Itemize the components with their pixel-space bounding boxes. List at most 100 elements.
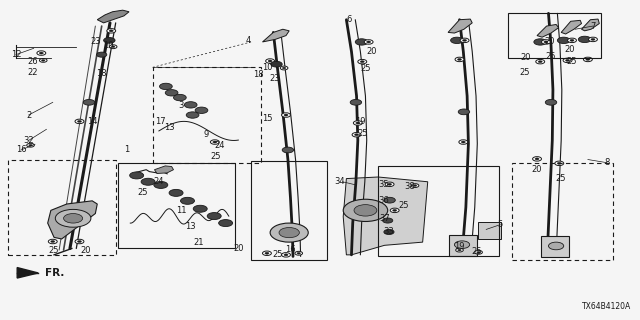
Circle shape [566, 60, 570, 61]
Circle shape [388, 183, 392, 185]
Circle shape [270, 223, 308, 242]
Circle shape [568, 38, 577, 43]
Text: 25: 25 [398, 201, 409, 210]
Text: 25: 25 [556, 174, 566, 183]
Circle shape [280, 66, 288, 70]
Circle shape [536, 60, 545, 64]
Polygon shape [97, 10, 129, 23]
Circle shape [589, 37, 597, 42]
Text: 18: 18 [97, 69, 107, 78]
Text: 21: 21 [193, 238, 204, 247]
Circle shape [579, 36, 591, 43]
Text: 34: 34 [335, 177, 346, 186]
Text: 16: 16 [285, 244, 296, 254]
Circle shape [173, 94, 186, 101]
Text: 7: 7 [590, 21, 596, 31]
Polygon shape [262, 29, 289, 42]
Circle shape [461, 141, 465, 143]
Circle shape [384, 229, 394, 235]
Circle shape [211, 140, 220, 144]
Circle shape [63, 213, 83, 223]
Circle shape [541, 40, 550, 44]
Text: 25: 25 [472, 247, 482, 256]
Circle shape [557, 37, 570, 44]
Text: 10: 10 [262, 63, 272, 72]
Circle shape [295, 251, 303, 255]
Text: 33: 33 [383, 227, 394, 236]
Circle shape [262, 251, 271, 255]
Circle shape [458, 59, 461, 60]
Circle shape [29, 144, 32, 146]
Circle shape [207, 212, 221, 220]
Circle shape [458, 249, 461, 251]
FancyBboxPatch shape [541, 236, 570, 257]
Text: 14: 14 [87, 117, 97, 126]
Circle shape [130, 172, 143, 179]
Circle shape [282, 252, 291, 257]
Text: FR.: FR. [45, 268, 64, 278]
Circle shape [97, 52, 107, 57]
Text: 2: 2 [26, 110, 31, 120]
Text: 1: 1 [125, 146, 130, 155]
Text: 13: 13 [164, 123, 175, 132]
Circle shape [271, 61, 282, 67]
Text: 4: 4 [245, 36, 250, 45]
Text: 19: 19 [454, 243, 465, 252]
Circle shape [358, 60, 367, 64]
Circle shape [463, 39, 467, 41]
Text: 20: 20 [532, 164, 542, 173]
Circle shape [456, 248, 463, 252]
Circle shape [354, 205, 377, 216]
Circle shape [165, 90, 178, 96]
Circle shape [352, 132, 361, 137]
Circle shape [360, 61, 364, 63]
Circle shape [385, 182, 394, 187]
Text: 25: 25 [567, 57, 577, 66]
Circle shape [213, 141, 217, 143]
Circle shape [109, 45, 117, 49]
Text: 26: 26 [27, 57, 38, 66]
Circle shape [169, 189, 183, 196]
Text: 3: 3 [179, 101, 184, 110]
Circle shape [180, 197, 195, 204]
Circle shape [186, 112, 199, 118]
Polygon shape [17, 268, 38, 278]
Circle shape [42, 60, 45, 61]
Circle shape [384, 197, 396, 203]
Circle shape [279, 228, 300, 238]
Circle shape [544, 41, 548, 43]
Polygon shape [537, 24, 559, 37]
Polygon shape [448, 19, 472, 33]
Circle shape [51, 241, 55, 243]
Circle shape [193, 205, 207, 212]
Circle shape [455, 57, 464, 62]
Circle shape [364, 40, 373, 44]
Circle shape [459, 140, 468, 144]
Circle shape [367, 41, 371, 43]
Polygon shape [154, 166, 173, 173]
Circle shape [586, 59, 590, 60]
Circle shape [284, 114, 288, 116]
Circle shape [355, 39, 368, 45]
Text: 25: 25 [211, 152, 221, 161]
Circle shape [104, 37, 115, 43]
Text: 23: 23 [270, 74, 280, 83]
Polygon shape [561, 20, 582, 34]
Text: 25: 25 [138, 188, 148, 197]
Text: 25: 25 [273, 250, 283, 259]
Polygon shape [582, 19, 599, 31]
Circle shape [451, 37, 463, 44]
Polygon shape [48, 201, 97, 239]
Circle shape [268, 60, 272, 62]
Circle shape [265, 252, 269, 254]
Text: 9: 9 [204, 130, 209, 139]
Text: 5: 5 [497, 220, 503, 229]
Text: 13: 13 [186, 222, 196, 231]
Text: 32: 32 [23, 136, 34, 145]
Text: 20: 20 [81, 245, 91, 255]
Text: TX64B4120A: TX64B4120A [582, 302, 631, 311]
Circle shape [413, 185, 417, 187]
Text: 24: 24 [214, 141, 225, 150]
Text: 18: 18 [253, 70, 264, 79]
Text: 20: 20 [233, 244, 244, 253]
